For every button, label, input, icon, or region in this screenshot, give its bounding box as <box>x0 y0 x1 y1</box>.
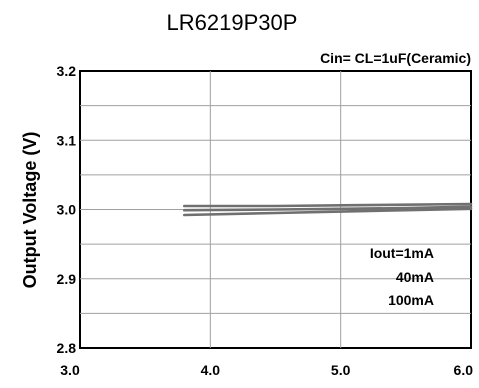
x-tick-label-3: 6.0 <box>454 362 474 378</box>
y-tick-label-3: 3.1 <box>57 132 77 148</box>
series-line-2 <box>183 205 473 212</box>
series-line-1 <box>183 202 473 208</box>
y-tick-label-1: 2.9 <box>57 271 77 287</box>
x-tick-label-0: 3.0 <box>60 362 80 378</box>
legend-item-3: 100mA <box>388 292 434 308</box>
x-tick-labels: 3.0 4.0 5.0 6.0 <box>60 362 473 378</box>
series-group <box>183 202 473 217</box>
y-tick-label-2: 3.0 <box>57 202 77 218</box>
x-tick-label-1: 4.0 <box>201 362 221 378</box>
y-axis-label: Output Voltage (V) <box>20 132 40 289</box>
legend-item-1: Iout=1mA <box>370 245 434 261</box>
y-tick-label-4: 3.2 <box>57 63 77 79</box>
y-tick-labels: 2.8 2.9 3.0 3.1 3.2 <box>57 63 77 356</box>
y-tick-label-0: 2.8 <box>57 340 77 356</box>
legend: Iout=1mA 40mA 100mA <box>370 245 434 308</box>
chart-condition: Cin= CL=1uF(Ceramic) <box>320 50 471 66</box>
legend-item-2: 40mA <box>396 269 434 285</box>
x-tick-label-2: 5.0 <box>331 362 351 378</box>
chart-title: LR6219P30P <box>167 10 298 35</box>
series-line-3 <box>183 207 473 217</box>
